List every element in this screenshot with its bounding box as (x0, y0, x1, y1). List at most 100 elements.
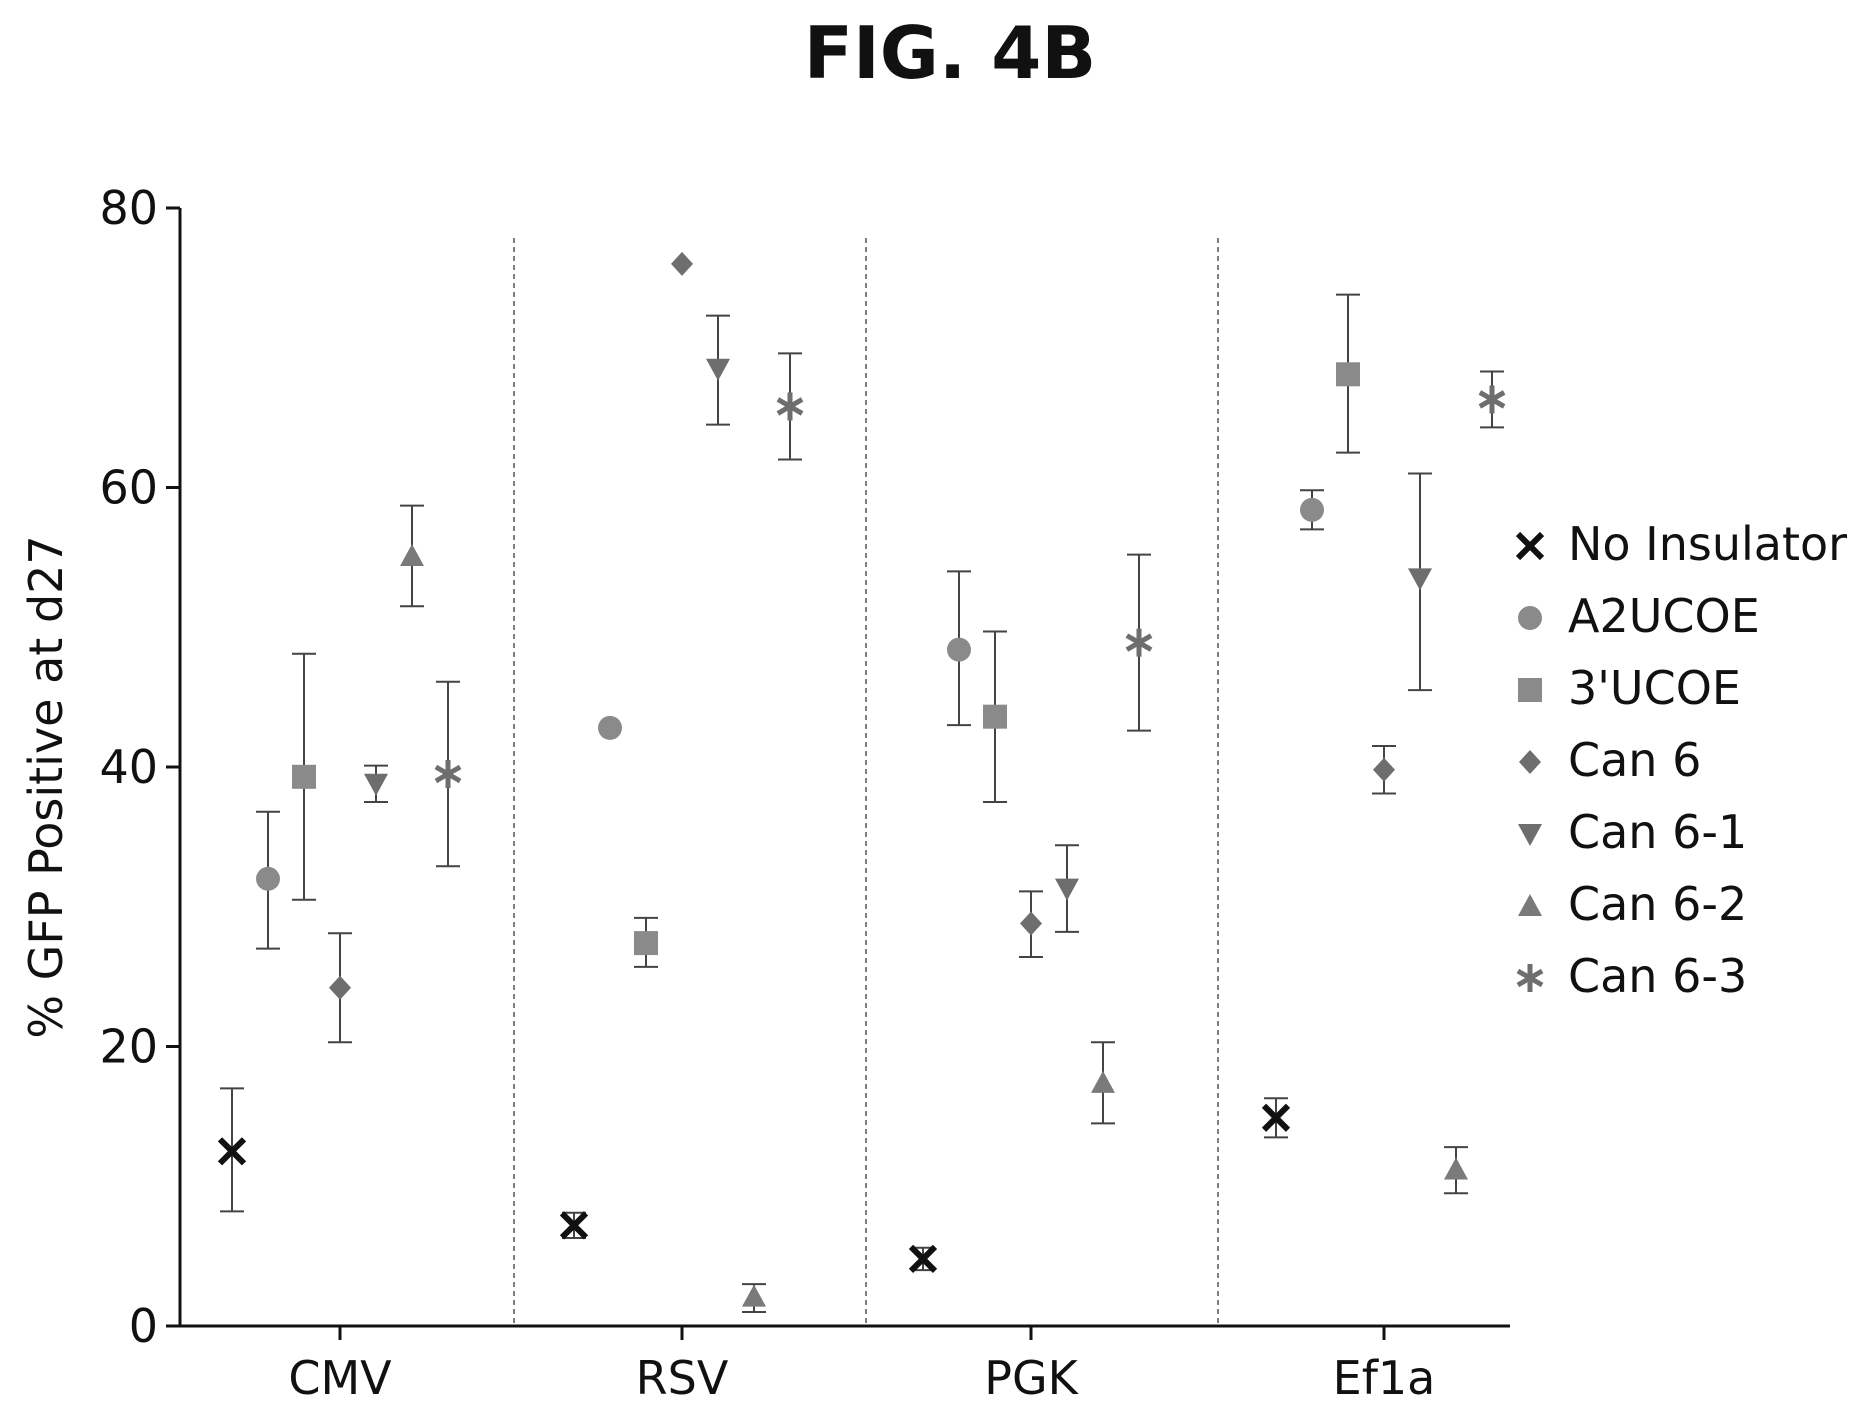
data-point (364, 773, 388, 796)
data-point (1408, 568, 1432, 591)
legend-item: Can 6-3 (1516, 949, 1747, 1003)
legend-label: No Insulator (1568, 517, 1847, 571)
marker-shape (742, 1284, 766, 1307)
marker-shape (1091, 1070, 1115, 1093)
legend-item: Can 6-1 (1518, 805, 1747, 859)
marker-shape (1518, 894, 1542, 916)
legend-label: Can 6-1 (1568, 805, 1747, 859)
legend-item: A2UCOE (1518, 589, 1760, 643)
series-can-6-2 (400, 504, 1468, 1314)
data-point (1336, 362, 1360, 387)
marker-shape (706, 358, 730, 381)
data-point (1261, 1103, 1291, 1132)
marker-stroke (1125, 633, 1153, 652)
data-point (947, 637, 971, 662)
marker-shape (1336, 362, 1360, 387)
marker-stroke (217, 1137, 247, 1166)
data-point (1373, 757, 1395, 782)
data-point (742, 1284, 766, 1307)
legend-label: Can 6 (1568, 733, 1701, 787)
x-tick-label: RSV (636, 1351, 729, 1405)
data-point (671, 251, 693, 276)
data-point (634, 931, 658, 956)
marker-shape (983, 704, 1007, 729)
legend-label: Can 6-2 (1568, 877, 1747, 931)
marker-shape (256, 866, 280, 891)
marker-shape (1408, 568, 1432, 591)
marker-shape (1519, 750, 1541, 774)
data-point (1478, 385, 1506, 414)
marker-shape (1373, 757, 1395, 782)
y-tick-label: 40 (99, 740, 158, 794)
data-point (1444, 1157, 1468, 1180)
legend-marker (1516, 964, 1544, 992)
data-point (776, 392, 804, 421)
marker-stroke (1515, 531, 1545, 561)
marker-shape (634, 931, 658, 956)
marker-shape (329, 975, 351, 1000)
legend-marker (1519, 750, 1541, 774)
legend-marker (1518, 606, 1542, 630)
legend-marker (1515, 531, 1545, 561)
figure-title: FIG. 4B (804, 11, 1096, 95)
legend-item: Can 6 (1519, 733, 1701, 787)
data-point (1055, 878, 1079, 901)
data-point (292, 764, 316, 789)
y-tick-label: 0 (129, 1299, 158, 1353)
series-a2ucoe (256, 489, 1324, 950)
marker-stroke (1516, 968, 1544, 988)
legend-label: 3'UCOE (1568, 661, 1741, 715)
data-point (434, 759, 462, 788)
marker-shape (1055, 878, 1079, 901)
legend-marker (1518, 678, 1542, 702)
legend-marker (1518, 824, 1542, 846)
legend-label: A2UCOE (1568, 589, 1760, 643)
series-can-6-1 (364, 314, 1432, 933)
data-point (598, 715, 622, 740)
y-tick-label: 80 (99, 181, 158, 235)
legend-item: 3'UCOE (1518, 661, 1741, 715)
marker-shape (1444, 1157, 1468, 1180)
y-tick-label: 60 (99, 461, 158, 515)
data-point (706, 358, 730, 381)
legend: No Insulator A2UCOE 3'UCOE Can 6 Can 6-1 Can … (1515, 517, 1847, 1003)
data-point (559, 1211, 589, 1240)
marker-stroke (434, 764, 462, 784)
legend-item: Can 6-2 (1518, 877, 1747, 931)
marker-shape (1020, 911, 1042, 936)
legend-item: No Insulator (1515, 517, 1847, 571)
data-point (217, 1137, 247, 1166)
marker-shape (598, 715, 622, 740)
marker-shape (947, 637, 971, 662)
y-tick-label: 20 (99, 1020, 158, 1074)
marker-shape (400, 543, 424, 566)
data-point (1020, 911, 1042, 936)
data-point (908, 1244, 938, 1274)
data-point (256, 866, 280, 891)
data-point (983, 704, 1007, 729)
marker-shape (671, 251, 693, 276)
x-tick-label: CMV (288, 1351, 392, 1405)
data-point (1125, 628, 1153, 657)
marker-shape (364, 773, 388, 796)
legend-marker (1518, 894, 1542, 916)
plot-area: 0 20 40 60 80 % GFP Positive at d27 CMV RSV PGK E… (19, 181, 1510, 1405)
marker-shape (1518, 678, 1542, 702)
data-point (329, 975, 351, 1000)
marker-stroke (559, 1211, 589, 1240)
data-point (1091, 1070, 1115, 1093)
marker-shape (1300, 497, 1324, 522)
series-can-6-3 (434, 352, 1506, 868)
data-point (1300, 497, 1324, 522)
x-tick-label: Ef1a (1333, 1351, 1436, 1405)
marker-shape (1518, 606, 1542, 630)
series-can-6 (328, 251, 1396, 1044)
marker-stroke (1478, 390, 1506, 409)
data-point (400, 543, 424, 566)
marker-shape (1518, 824, 1542, 846)
series-3-ucoe (292, 293, 1360, 968)
marker-stroke (776, 397, 804, 416)
x-tick-label: PGK (984, 1351, 1079, 1405)
y-axis-title: % GFP Positive at d27 (19, 535, 73, 1038)
